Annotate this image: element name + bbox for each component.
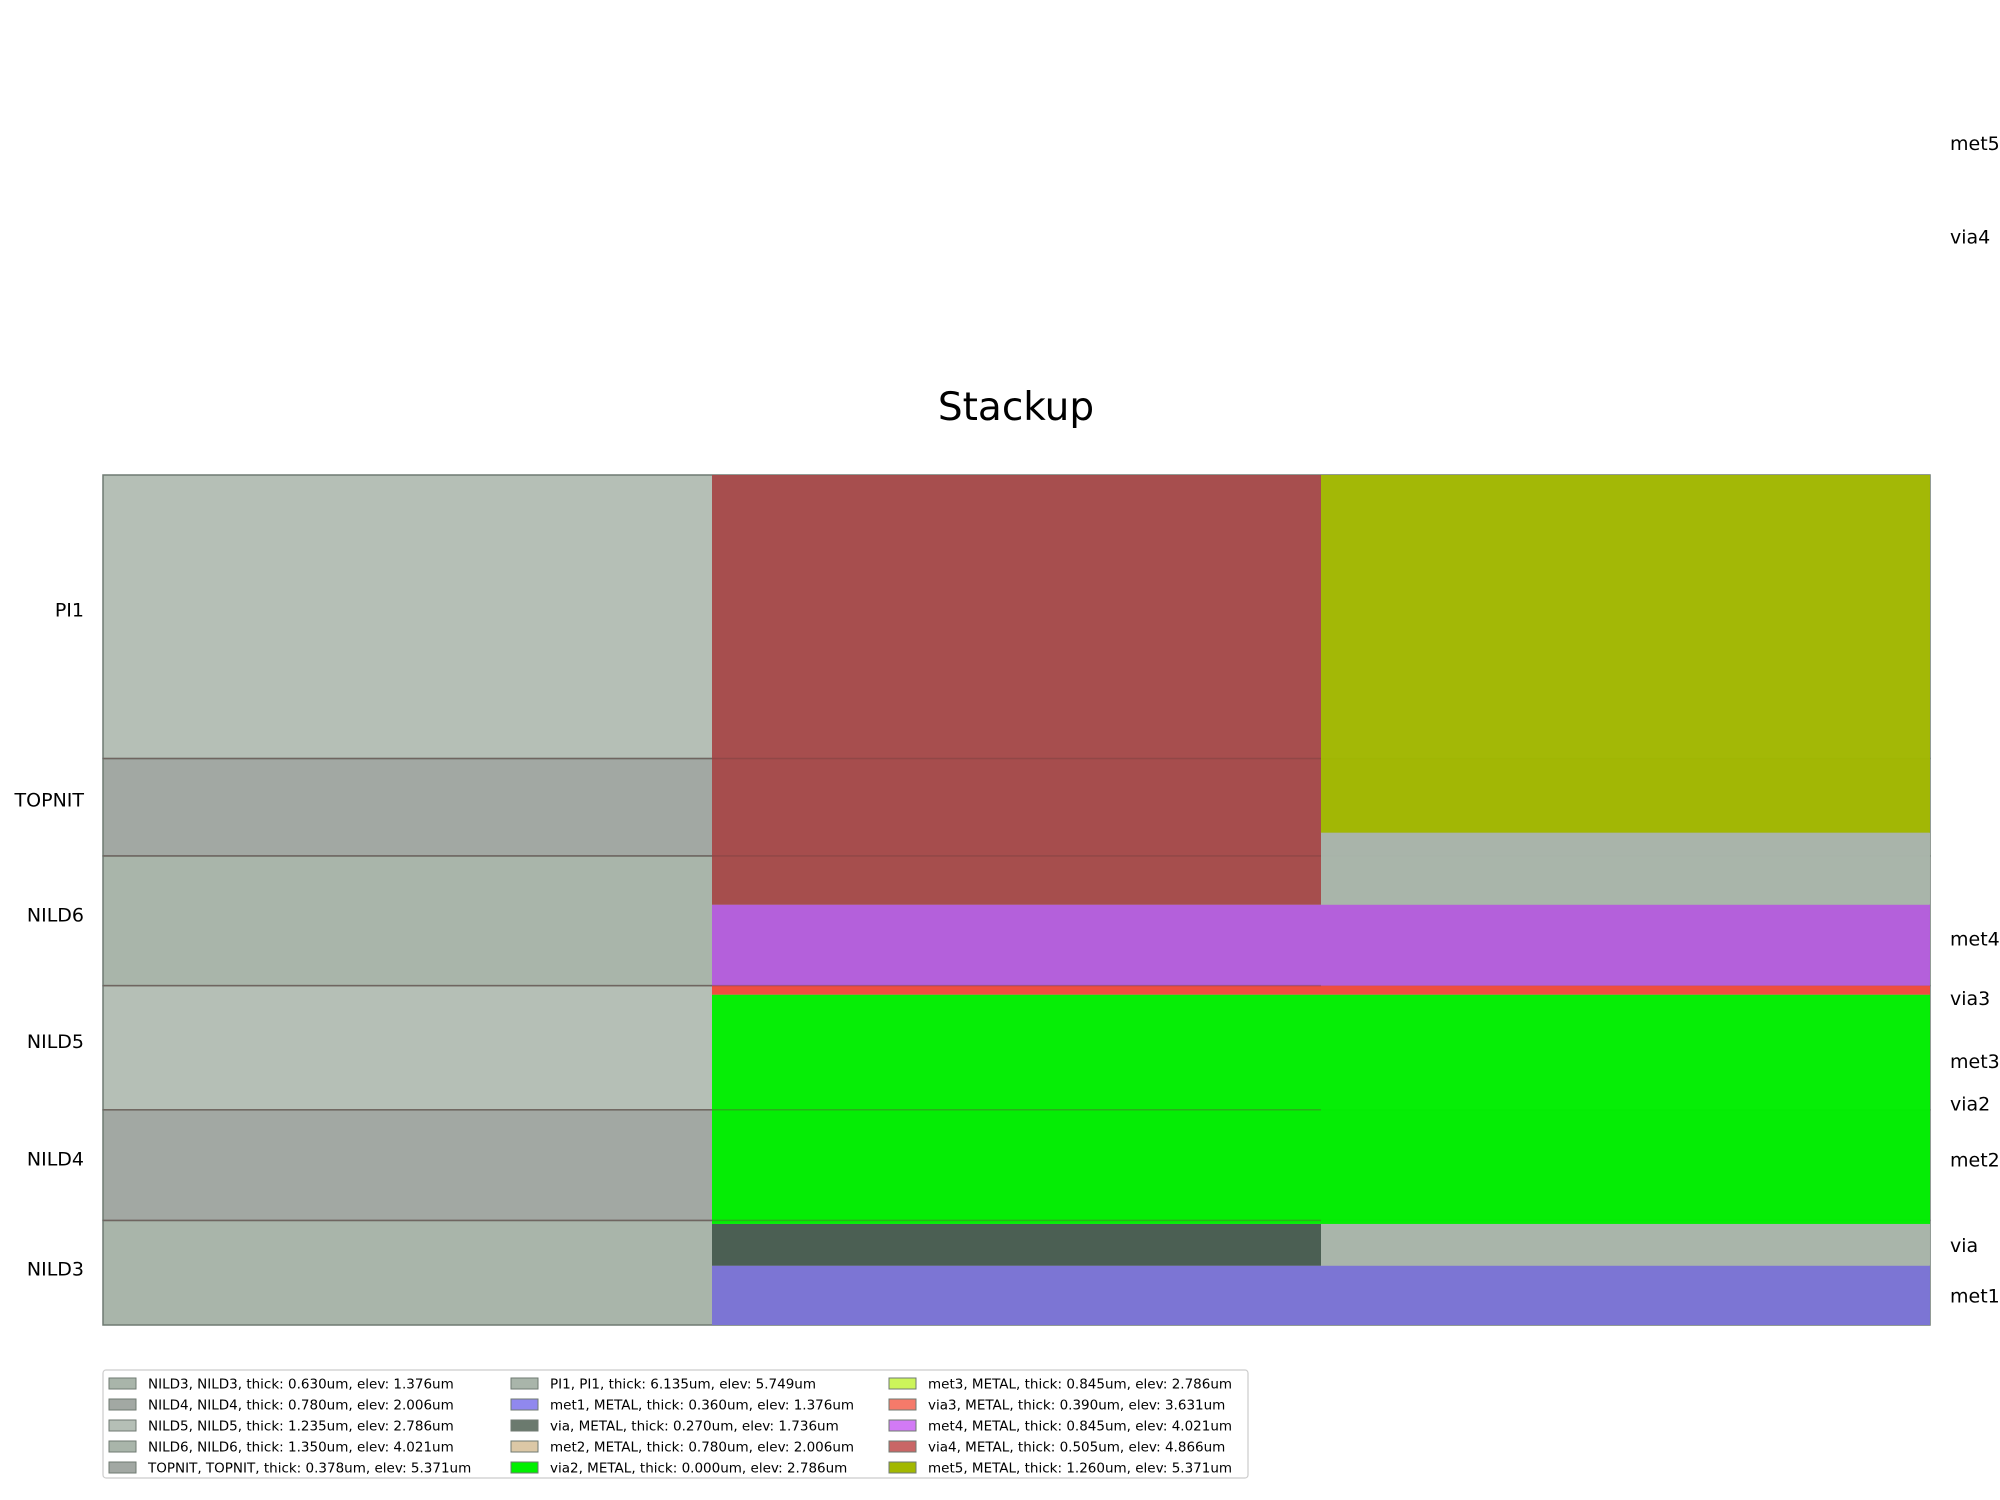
legend-entry: NILD4, NILD4, thick: 0.780um, elev: 2.00…	[148, 1398, 454, 1414]
metal-layers	[103, 475, 1930, 1325]
metal-block-met2-3	[712, 994, 1930, 1224]
legend-entry: via2, METAL, thick: 0.000um, elev: 2.786…	[550, 1461, 847, 1477]
legend-swatch	[888, 1419, 917, 1432]
legend-entry: met2, METAL, thick: 0.780um, elev: 2.006…	[550, 1440, 854, 1456]
legend-swatch	[108, 1440, 137, 1453]
legend-box	[102, 1369, 1249, 1479]
legend-entry: TOPNIT, TOPNIT, thick: 0.378um, elev: 5.…	[147, 1461, 471, 1477]
legend-entry: via3, METAL, thick: 0.390um, elev: 3.631…	[928, 1398, 1225, 1414]
legend-entry: met4, METAL, thick: 0.845um, elev: 4.021…	[928, 1419, 1232, 1435]
metal-label-met4: met4	[1950, 928, 2000, 950]
metal-label-met5: met5	[1950, 133, 2000, 155]
layer-label-nild6: NILD6	[27, 904, 84, 926]
layer-label-nild5: NILD5	[27, 1031, 84, 1053]
metal-block-via3-4	[712, 985, 1930, 995]
metal-label-via4: via4	[1950, 227, 1990, 249]
legend-swatch	[888, 1461, 917, 1474]
legend-swatch	[510, 1440, 539, 1453]
legend-swatch	[888, 1377, 917, 1390]
legend-swatch	[510, 1398, 539, 1411]
legend-swatch	[888, 1440, 917, 1453]
legend-swatch	[510, 1419, 539, 1432]
legend-entry: NILD5, NILD5, thick: 1.235um, elev: 2.78…	[148, 1419, 454, 1435]
legend-entry: via4, METAL, thick: 0.505um, elev: 4.866…	[928, 1440, 1225, 1456]
layer-label-nild4: NILD4	[27, 1149, 84, 1171]
legend: NILD3, NILD3, thick: 0.630um, elev: 1.37…	[102, 1369, 1249, 1479]
legend-entry: via, METAL, thick: 0.270um, elev: 1.736u…	[550, 1419, 839, 1435]
metal-label-via3: via3	[1950, 988, 1990, 1010]
metal-block-met1-0	[712, 1265, 1930, 1325]
legend-swatch	[510, 1461, 539, 1474]
legend-entry: met3, METAL, thick: 0.845um, elev: 2.786…	[928, 1377, 1232, 1393]
metal-block-via-2	[1321, 1223, 1930, 1266]
legend-entry: PI1, PI1, thick: 6.135um, elev: 5.749um	[550, 1377, 816, 1393]
legend-swatch	[108, 1419, 137, 1432]
legend-swatch	[108, 1461, 137, 1474]
metal-label-met2: met2	[1950, 1150, 2000, 1172]
legend-entry: NILD3, NILD3, thick: 0.630um, elev: 1.37…	[148, 1377, 454, 1393]
metal-label-met3: met3	[1950, 1051, 2000, 1073]
dielectric-labels: PI1 TOPNIT NILD6 NILD5 NILD4 NILD3	[14, 600, 85, 1281]
metal-block-met5-7	[1321, 475, 1930, 833]
legend-swatch	[108, 1398, 137, 1411]
metal-block-nild6-8	[1321, 832, 1930, 905]
metal-block-via4-6	[712, 475, 1321, 905]
legend-entry: NILD6, NILD6, thick: 1.350um, elev: 4.02…	[148, 1440, 454, 1456]
chart-title: Stackup	[938, 385, 1094, 430]
layer-label-nild3: NILD3	[27, 1258, 84, 1280]
metal-block-via-1	[712, 1223, 1321, 1266]
layer-label-pi1: PI1	[55, 600, 84, 622]
legend-swatch	[108, 1377, 137, 1390]
legend-entry: met5, METAL, thick: 1.260um, elev: 5.371…	[928, 1461, 1232, 1477]
metal-labels: met5 via4 met4 via3 met3 via2 met2 via met1	[1950, 133, 2000, 1307]
metal-label-via2: via2	[1950, 1093, 1990, 1115]
legend-entry: met1, METAL, thick: 0.360um, elev: 1.376…	[550, 1398, 854, 1414]
legend-swatch	[888, 1398, 917, 1411]
metal-label-met1: met1	[1950, 1285, 2000, 1307]
legend-swatch	[510, 1377, 539, 1390]
metal-label-via: via	[1950, 1235, 1978, 1257]
layer-label-topnit: TOPNIT	[14, 790, 85, 812]
metal-block-met4-5	[712, 904, 1930, 986]
